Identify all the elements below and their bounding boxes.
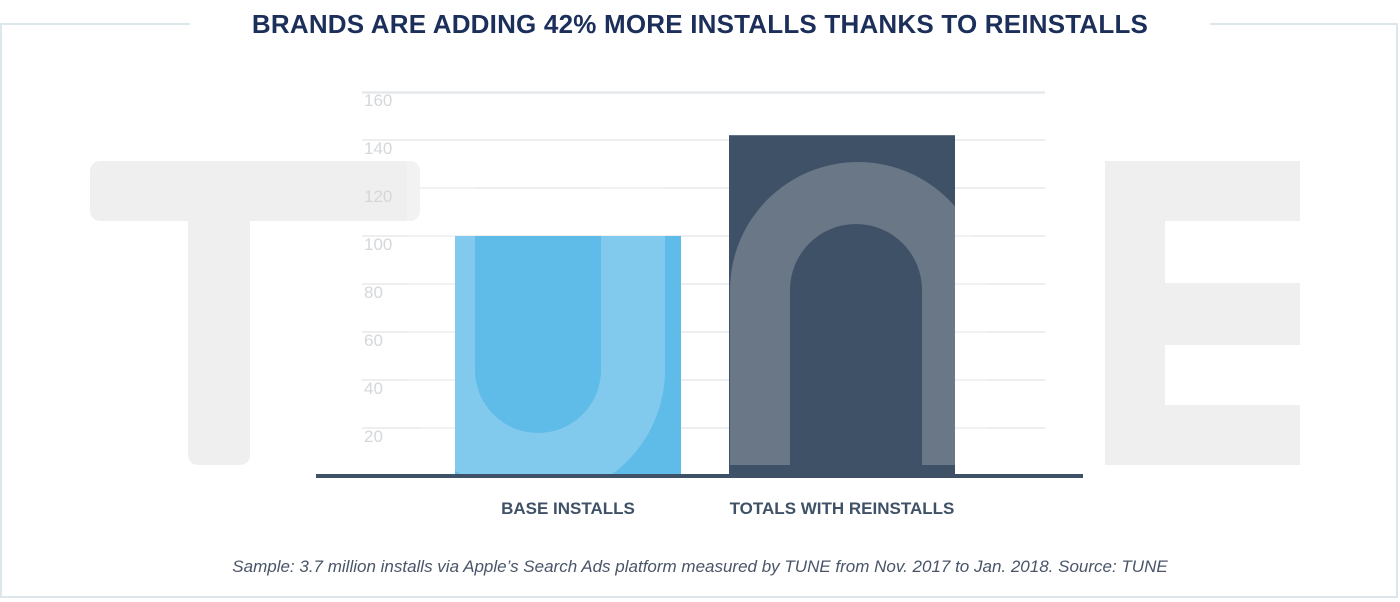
watermark-letter-u — [407, 161, 665, 499]
watermark-letter-t — [90, 161, 420, 221]
y-tick-labels: 20 40 60 80 100 120 140 160 — [364, 91, 392, 446]
chart-title: BRANDS ARE ADDING 42% MORE INSTALLS THAN… — [190, 6, 1210, 42]
y-tick-label: 20 — [364, 427, 383, 446]
watermark-letter-e — [1105, 161, 1300, 465]
y-tick-label: 60 — [364, 331, 383, 350]
y-tick-label: 100 — [364, 235, 392, 254]
watermark-letter-n — [730, 162, 986, 465]
bar-1 — [455, 236, 681, 476]
category-labels: BASE INSTALLS TOTALS WITH REINSTALLS — [501, 499, 954, 518]
y-tick-label: 140 — [364, 139, 392, 158]
watermark-letter-t-stem — [188, 161, 250, 465]
bars — [316, 135, 1083, 499]
y-tick-label: 40 — [364, 379, 383, 398]
source-caption: Sample: 3.7 million installs via Apple’s… — [232, 557, 1168, 576]
bar-2 — [729, 135, 955, 476]
y-tick-label: 120 — [364, 187, 392, 206]
y-tick-label: 80 — [364, 283, 383, 302]
y-tick-label: 160 — [364, 91, 392, 110]
category-label: TOTALS WITH REINSTALLS — [730, 499, 955, 518]
category-label: BASE INSTALLS — [501, 499, 635, 518]
tune-watermark-logo — [90, 161, 1300, 465]
